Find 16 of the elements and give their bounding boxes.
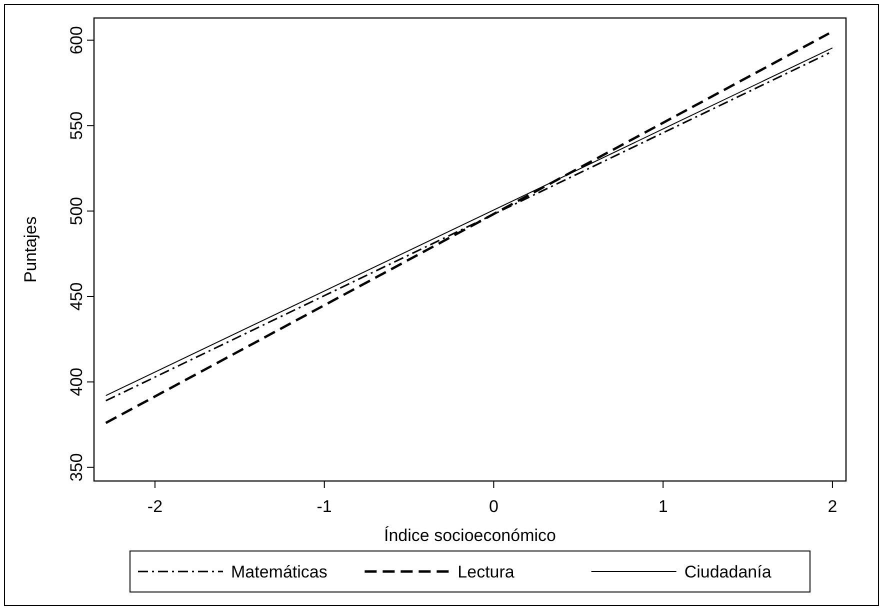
- x-axis-title: Índice socioeconómico: [384, 526, 556, 545]
- x-tick-label: 0: [488, 497, 498, 516]
- y-tick-label: 500: [67, 196, 86, 226]
- y-tick-label: 450: [67, 282, 86, 311]
- x-tick-label: -1: [316, 497, 332, 516]
- y-tick-label: 400: [67, 368, 86, 396]
- y-axis-title: Puntajes: [21, 216, 40, 283]
- legend-label: Matemáticas: [231, 562, 328, 582]
- x-tick-label: 2: [828, 497, 838, 516]
- y-tick-label: 600: [67, 26, 86, 54]
- x-tick-label: 1: [658, 497, 668, 516]
- y-tick-label: 350: [67, 453, 86, 482]
- x-tick-label: -2: [147, 497, 163, 516]
- legend-label: Ciudadanía: [684, 562, 772, 582]
- legend-label: Lectura: [458, 562, 515, 582]
- y-tick-label: 550: [67, 111, 86, 140]
